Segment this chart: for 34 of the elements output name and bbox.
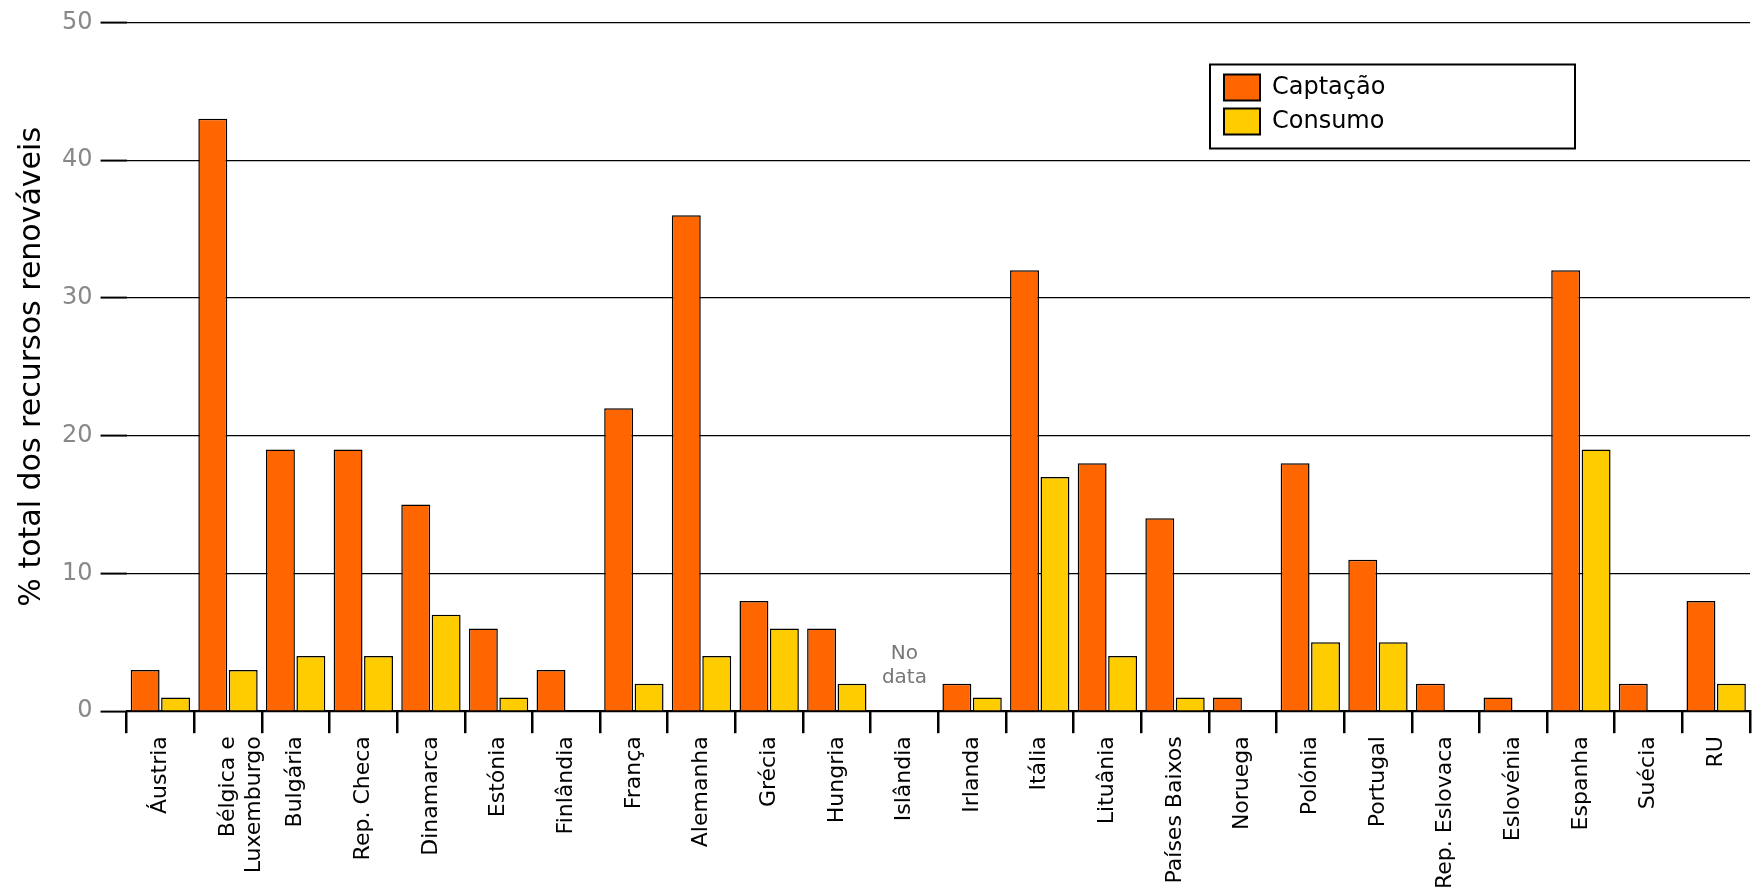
x-tick-label: Grécia (754, 736, 780, 808)
x-tick-label: Dinamarca (416, 736, 442, 856)
x-tick-label: Hungria (822, 736, 848, 824)
x-tick-label: Rep. Checa (349, 736, 375, 861)
y-tick-label: 20 (61, 419, 93, 448)
x-tick-label: Portugal (1363, 736, 1389, 828)
x-tick-label: Espanha (1566, 736, 1592, 831)
x-tick-label: Áustria (146, 736, 172, 814)
x-tick-label: RU (1701, 736, 1727, 768)
x-tick-label: Eslovénia (1498, 736, 1524, 842)
legend-label: Consumo (1272, 105, 1385, 134)
x-tick-label: Lituânia (1093, 736, 1119, 825)
x-tick-label: Islândia (890, 736, 916, 822)
x-tick-label: Itália (1025, 736, 1051, 791)
y-tick-label: 30 (61, 282, 93, 311)
legend-label: Captação (1272, 71, 1386, 100)
x-tick-label: Países Baixos (1160, 736, 1186, 884)
y-tick-label: 0 (77, 695, 93, 724)
y-tick-label: 40 (61, 144, 93, 173)
x-tick-label: Bulgária (281, 736, 307, 828)
x-tick-label: Rep. Eslovaca (1431, 736, 1457, 889)
x-tick-label: Estónia (484, 736, 510, 818)
x-tick-label: Polónia (1296, 736, 1322, 816)
x-tick-label: Noruega (1228, 736, 1254, 831)
x-tick-label: Finlândia (551, 736, 577, 835)
y-axis-title: % total dos recursos renováveis (11, 126, 47, 607)
y-tick-label: 50 (61, 6, 93, 35)
y-tick-label: 10 (61, 557, 93, 586)
annotation: No data (881, 640, 927, 689)
x-tick-label: Bélgica e Luxemburgo (213, 736, 266, 874)
x-tick-label: França (619, 736, 645, 810)
x-tick-label: Suécia (1634, 736, 1660, 810)
x-tick-label: Alemanha (687, 736, 713, 848)
x-tick-label: Irlanda (957, 736, 983, 813)
